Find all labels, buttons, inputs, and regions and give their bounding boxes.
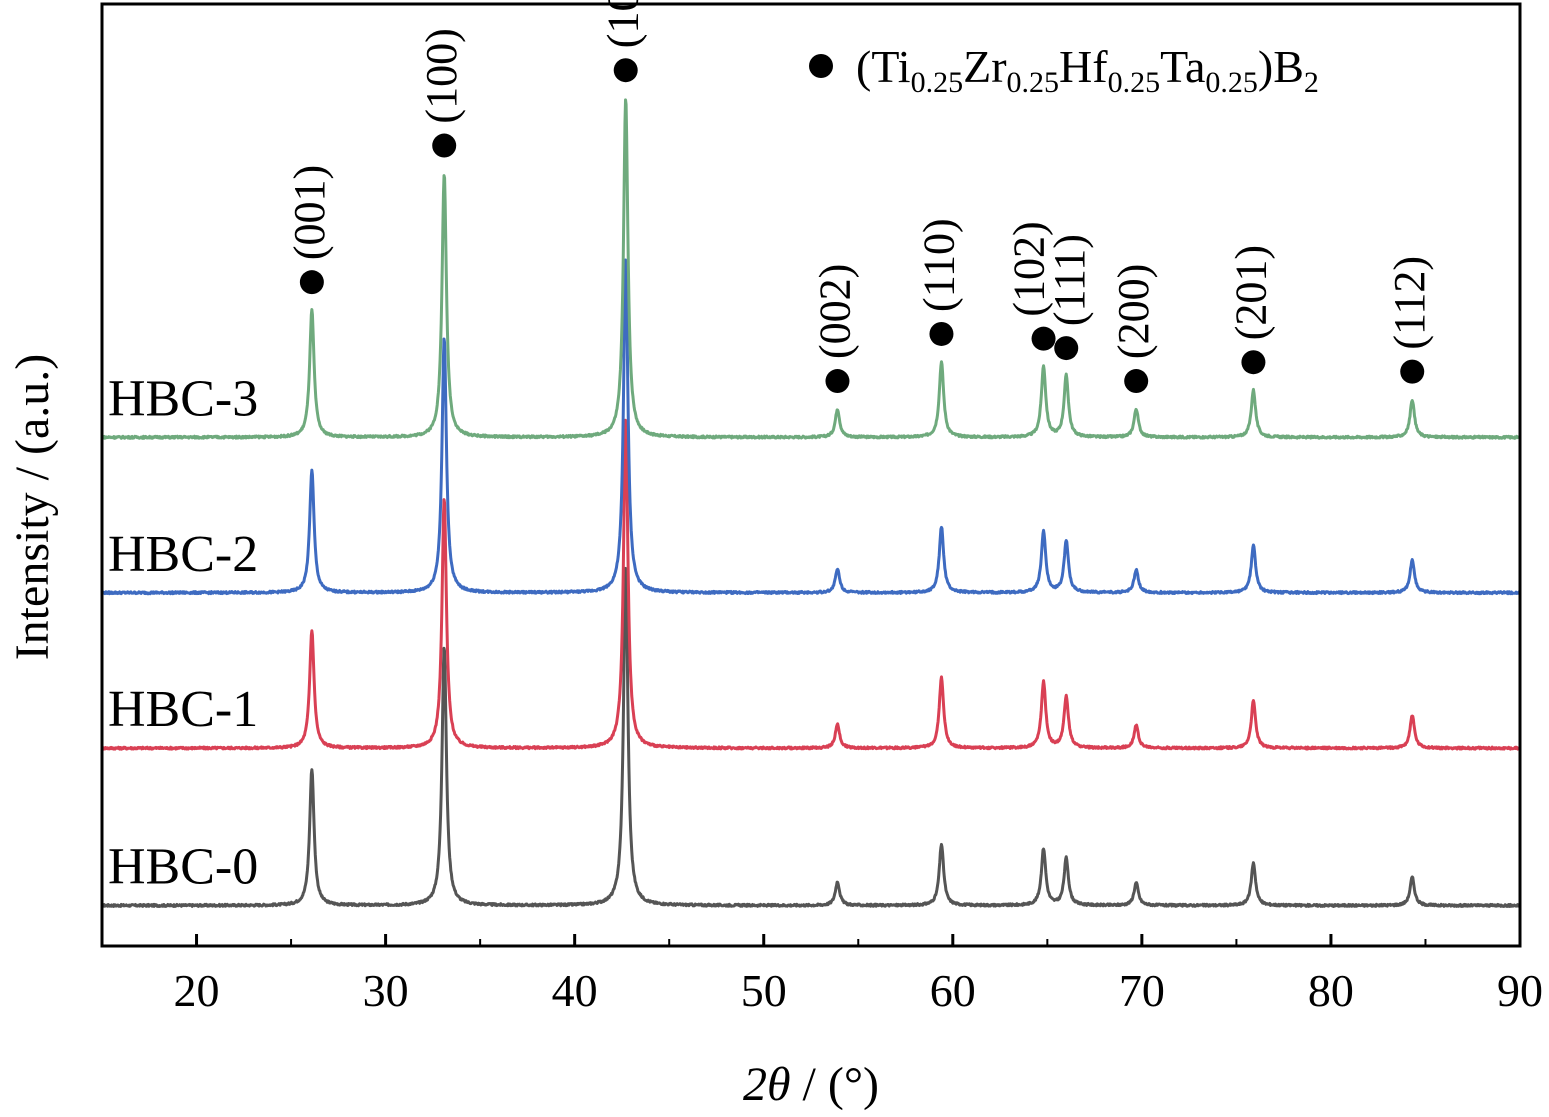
- series-line-hbc-1: [100, 418, 1521, 751]
- peak-label-111: (111): [1045, 234, 1094, 326]
- peak-marker-112: [1400, 359, 1425, 384]
- peak-label-200: (200): [1109, 264, 1158, 359]
- series-group: [100, 98, 1522, 908]
- series-label-hbc-2: HBC-2: [108, 526, 258, 583]
- peak-label-201: (201): [1226, 245, 1275, 340]
- peak-label-112: (112): [1385, 256, 1434, 350]
- peak-label-001: (001): [285, 165, 334, 260]
- peak-marker-002: [825, 369, 850, 394]
- legend-label-part: 0.25: [1007, 66, 1060, 99]
- series-line-hbc-3: [101, 98, 1522, 440]
- x-tick-label-80: 80: [1308, 965, 1354, 1016]
- peak-marker-100: [432, 133, 457, 158]
- x-tick-label-30: 30: [363, 965, 409, 1016]
- x-axis-variable: 2θ: [743, 1058, 791, 1111]
- peak-label-002: (002): [810, 264, 859, 359]
- x-axis-unit: (°): [828, 1058, 879, 1111]
- x-tick-label-20: 20: [174, 965, 220, 1016]
- peak-marker-111: [1054, 336, 1079, 361]
- series-label-hbc-0: HBC-0: [108, 838, 258, 895]
- x-axis-label: 2θ / (°): [743, 1058, 879, 1111]
- x-tick-label-70: 70: [1119, 965, 1165, 1016]
- x-ticks: 20 30 40 50 60 70 80 90: [174, 934, 1543, 1016]
- x-tick-label-40: 40: [552, 965, 598, 1016]
- legend-label-part: Ta: [1160, 41, 1205, 92]
- legend-label: (Ti0.25Zr0.25Hf0.25Ta0.25)B2: [856, 41, 1319, 99]
- legend-label-part: 0.25: [1108, 66, 1161, 99]
- series-line-hbc-2: [100, 258, 1522, 596]
- peak-label-102: (102): [1005, 221, 1054, 316]
- legend-label-part: Hf: [1059, 41, 1108, 92]
- legend-label-part: Zr: [963, 41, 1006, 92]
- legend-label-part: 2: [1304, 66, 1319, 99]
- peak-label-101: (101): [599, 0, 648, 48]
- legend: (Ti0.25Zr0.25Hf0.25Ta0.25)B2: [809, 41, 1319, 99]
- x-tick-label-60: 60: [930, 965, 976, 1016]
- series-label-hbc-1: HBC-1: [108, 681, 258, 738]
- legend-label-part: (Ti: [856, 41, 911, 92]
- x-tick-label-90: 90: [1497, 965, 1543, 1016]
- peak-marker-201: [1241, 350, 1266, 375]
- legend-label-part: 0.25: [1205, 66, 1258, 99]
- series-label-hbc-3: HBC-3: [108, 370, 258, 427]
- peak-label-100: (100): [417, 28, 466, 123]
- y-axis-label: Intensity / (a.u.): [6, 354, 59, 661]
- x-tick-label-50: 50: [741, 965, 787, 1016]
- peak-markers: (001) (100) (101) (002) (110) (102)(111) (200)…: [285, 0, 1434, 394]
- series-labels: HBC-0 HBC-1 HBC-2 HBC-3: [108, 370, 258, 895]
- legend-marker: [809, 54, 833, 78]
- x-axis-separator: /: [791, 1058, 828, 1111]
- peak-label-110: (110): [914, 218, 963, 312]
- peak-marker-102: [1031, 326, 1056, 351]
- peak-marker-101: [613, 58, 638, 83]
- peak-marker-001: [299, 270, 324, 295]
- series-line-hbc-0: [101, 566, 1522, 908]
- legend-label-part: 0.25: [911, 66, 964, 99]
- peak-marker-200: [1124, 369, 1149, 394]
- legend-label-part: )B: [1258, 41, 1304, 92]
- plot-frame: [100, 2, 1522, 948]
- peak-marker-110: [929, 321, 954, 346]
